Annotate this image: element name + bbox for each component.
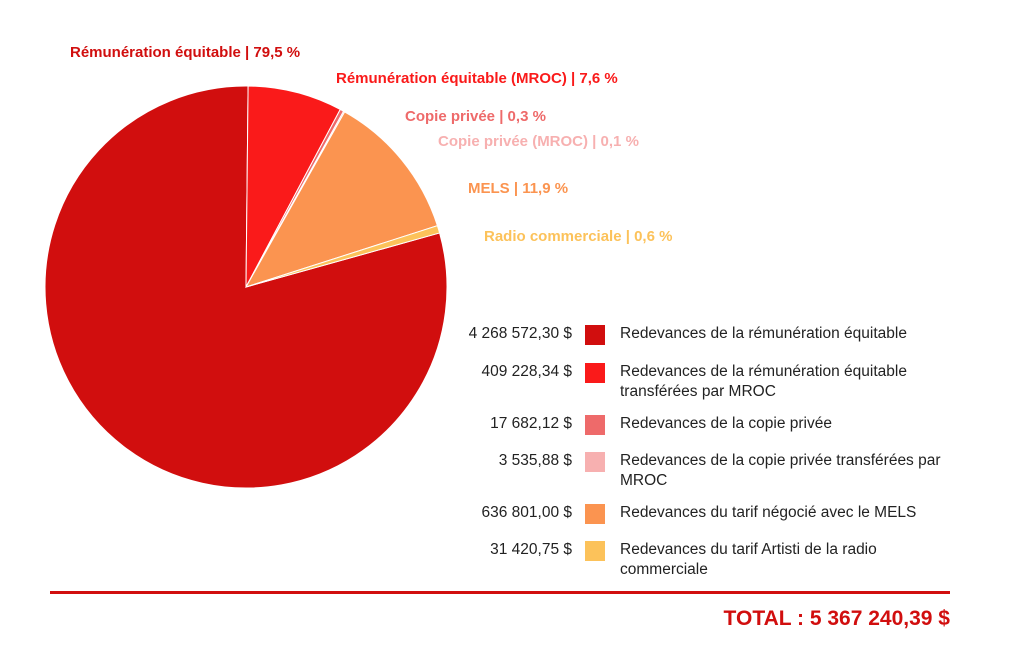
legend-item: 409 228,34 $ Redevances de la rémunérati… <box>420 362 980 402</box>
pie-slice-radio-commerciale <box>245 225 441 288</box>
legend-swatch <box>585 504 605 524</box>
legend-swatch <box>585 452 605 472</box>
legend-item: 4 268 572,30 $ Redevances de la rémunéra… <box>420 324 980 364</box>
legend-label: Redevances de la rémunération équitable … <box>620 363 907 400</box>
legend-label: Redevances de la rémunération équitable <box>620 325 907 342</box>
legend-item: 17 682,12 $ Redevances de la copie privé… <box>420 414 980 454</box>
pie-slice-mels <box>244 111 439 288</box>
callout-copie-privee-mroc: Copie privée (MROC) | 0,1 % <box>438 133 639 150</box>
callout-radio-commerciale: Radio commerciale | 0,6 % <box>484 228 673 245</box>
legend-item: 636 801,00 $ Redevances du tarif négocié… <box>420 503 980 543</box>
total-amount: TOTAL : 5 367 240,39 $ <box>723 607 950 630</box>
legend-value: 4 268 572,30 $ <box>468 325 572 342</box>
legend-label: Redevances de la copie privée transférée… <box>620 452 941 489</box>
callout-copie-privee: Copie privée | 0,3 % <box>405 108 546 125</box>
callout-remuneration-equitable: Rémunération équitable | 79,5 % <box>70 44 301 61</box>
pie-slice-remuneration-equitable-mroc <box>245 85 341 288</box>
legend-label: Redevances du tarif négocié avec le MELS <box>620 504 917 521</box>
legend-label: Redevances de la copie privée <box>620 415 832 432</box>
legend-value: 17 682,12 $ <box>490 415 572 432</box>
legend-swatch <box>585 541 605 561</box>
pie-chart <box>44 85 448 489</box>
callout-remuneration-equitable-mroc: Rémunération équitable (MROC) | 7,6 % <box>336 70 618 87</box>
legend-item: 31 420,75 $ Redevances du tarif Artisti … <box>420 540 980 580</box>
legend-value: 3 535,88 $ <box>498 452 572 469</box>
legend-value: 636 801,00 $ <box>481 504 572 521</box>
divider <box>50 591 950 594</box>
legend-label: Redevances du tarif Artisti de la radio … <box>620 541 877 578</box>
legend-value: 409 228,34 $ <box>481 363 572 380</box>
legend-swatch <box>585 363 605 383</box>
legend-item: 3 535,88 $ Redevances de la copie privée… <box>420 451 980 491</box>
legend-value: 31 420,75 $ <box>490 541 572 558</box>
callout-mels: MELS | 11,9 % <box>468 180 569 197</box>
legend-swatch <box>585 325 605 345</box>
legend-swatch <box>585 415 605 435</box>
